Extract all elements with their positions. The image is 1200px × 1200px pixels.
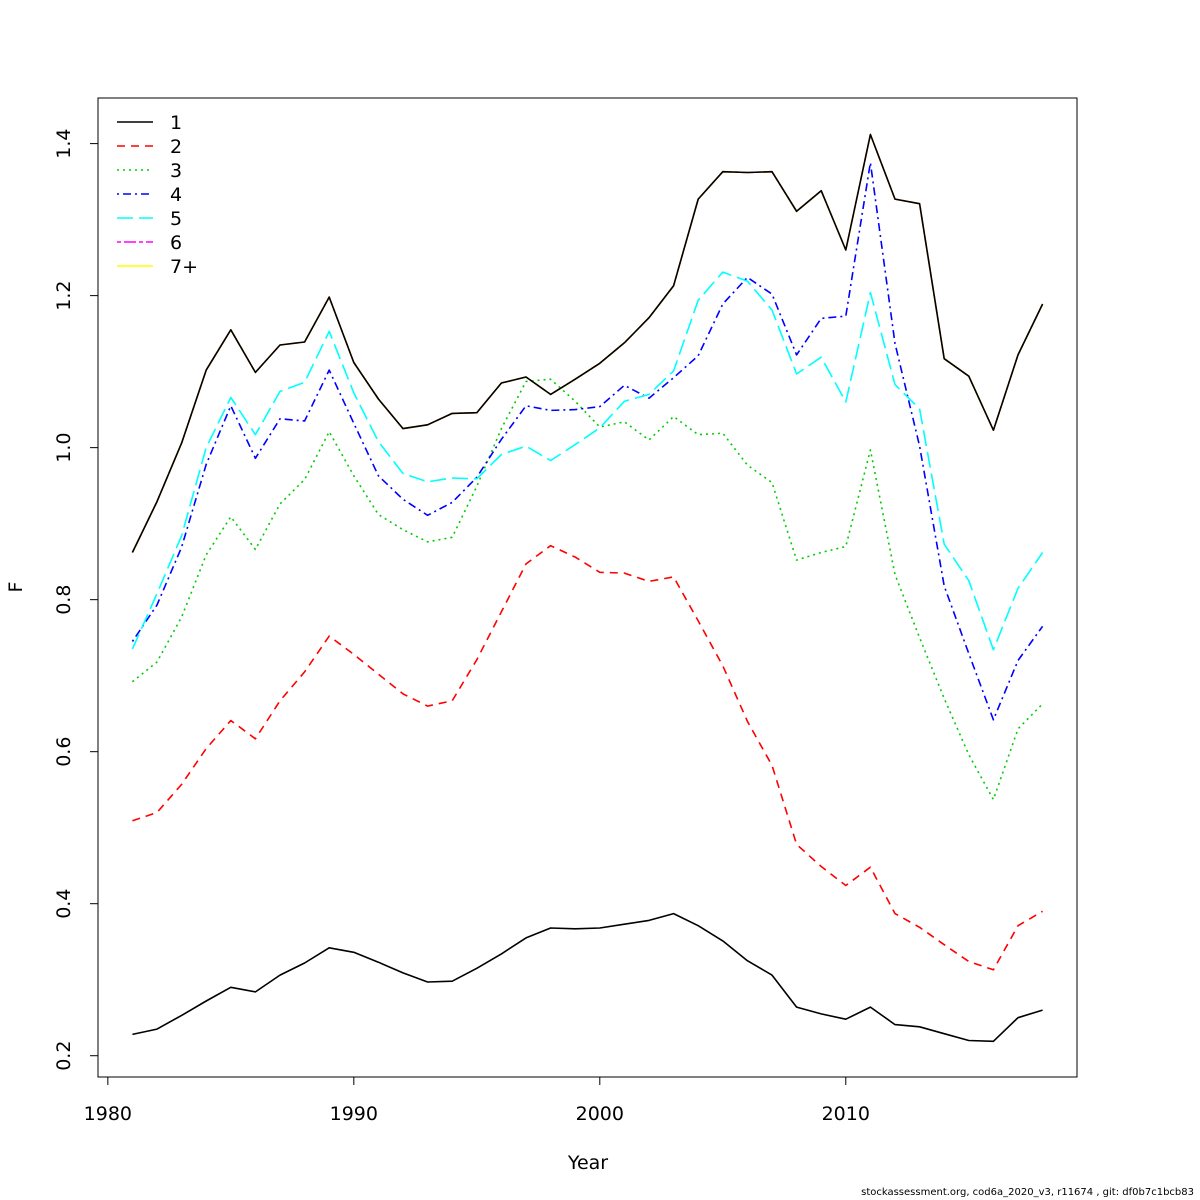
y-tick-label: 1.0	[53, 432, 75, 462]
y-tick-label: 0.6	[53, 737, 75, 767]
x-tick-label: 2010	[822, 1103, 870, 1125]
x-tick-label: 1980	[84, 1103, 132, 1125]
y-tick-label: 0.4	[53, 889, 75, 919]
series-layer	[131, 133, 1044, 1043]
footer-text: stockassessment.org, cod6a_2020_v3, r116…	[861, 1187, 1194, 1198]
series-line-2	[132, 544, 1044, 971]
x-axis-title: Year	[567, 1152, 608, 1174]
x-tick-label: 1990	[330, 1103, 378, 1125]
plot-frame	[97, 97, 1078, 1078]
legend-label-4: 4	[170, 184, 182, 206]
y-tick-label: 1.2	[53, 280, 75, 310]
y-axis-title: F	[5, 582, 27, 593]
y-tick-label: 1.4	[53, 128, 75, 158]
legend-label-2: 2	[170, 136, 182, 158]
legend-label-3: 3	[170, 160, 182, 182]
series-line-3	[131, 378, 1044, 801]
y-axis: 0.2 0.4 0.6 0.8 1.0 1.2 1.4	[53, 128, 99, 1071]
series-line-overlay-7	[131, 133, 1044, 553]
series-line-7+	[131, 133, 1044, 553]
legend-label-6: 6	[170, 232, 182, 254]
series-line-5	[131, 271, 1044, 651]
series-line-4	[131, 161, 1044, 721]
x-tick-label: 2000	[576, 1103, 624, 1125]
legend-label-7+: 7+	[170, 256, 198, 278]
legend-label-1: 1	[170, 112, 182, 134]
series-line-6	[131, 133, 1044, 553]
legend-label-5: 5	[170, 208, 182, 230]
series-line-1	[132, 912, 1043, 1043]
y-tick-label: 0.2	[53, 1041, 75, 1071]
x-axis: 1980 1990 2000 2010	[84, 1076, 870, 1125]
y-tick-label: 0.8	[53, 585, 75, 615]
